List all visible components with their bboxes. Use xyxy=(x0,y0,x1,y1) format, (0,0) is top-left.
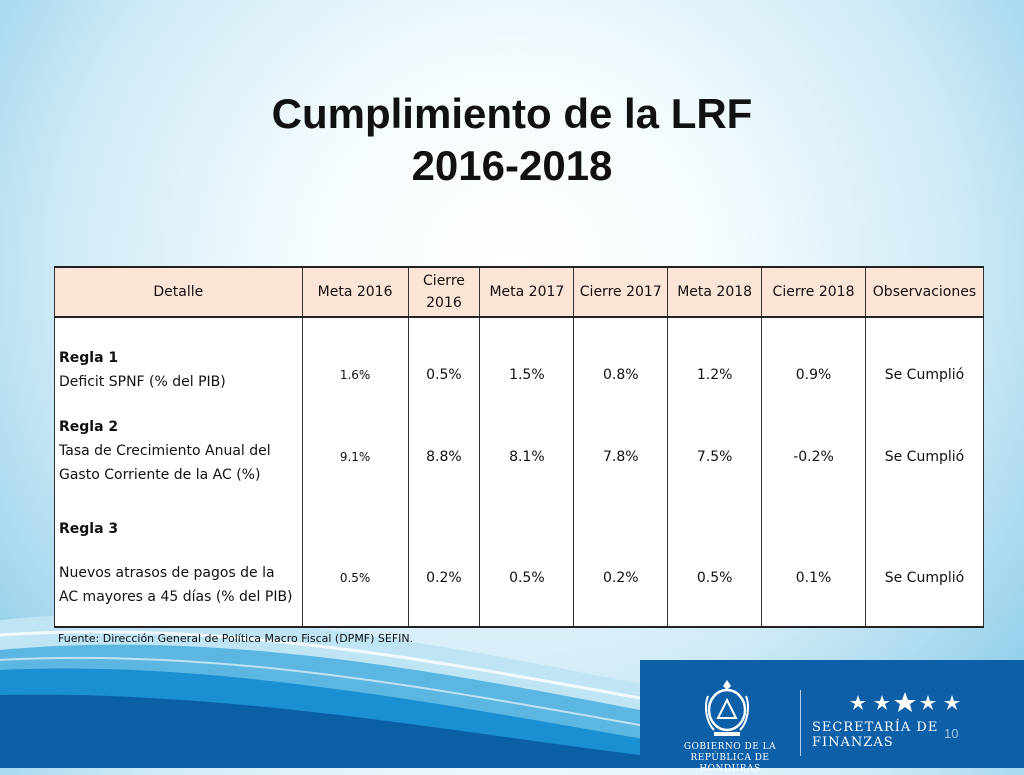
header-cierre-2016: Cierre 2016 xyxy=(407,266,481,318)
header-observaciones: Observaciones xyxy=(864,266,985,318)
cell-meta-2018: 0.5% xyxy=(667,499,763,628)
lrf-compliance-table: Detalle Meta 2016 Cierre 2016 Meta 2017 … xyxy=(54,266,985,628)
slide-title: Cumplimiento de la LRF 2016-2018 xyxy=(0,88,1024,192)
rule-description: Nuevos atrasos de pagos de la AC mayores… xyxy=(59,564,293,605)
cell-meta-2016: 1.6% xyxy=(301,317,409,403)
cell-cierre-2017: 7.8% xyxy=(573,403,669,499)
stars-icon xyxy=(850,692,960,712)
cell-observaciones: Se Cumplió xyxy=(864,403,985,499)
title-line-1: Cumplimiento de la LRF xyxy=(271,90,753,137)
header-meta-2017: Meta 2017 xyxy=(479,266,575,318)
header-cierre-2018: Cierre 2018 xyxy=(761,266,866,318)
gov-line-2: REPÚBLICA DE HONDURAS xyxy=(690,753,770,774)
cell-cierre-2017: 0.8% xyxy=(573,317,669,403)
row-detail: Regla 2 Tasa de Crecimiento Anual del Ga… xyxy=(54,403,303,499)
gov-line-1: GOBIERNO DE LA xyxy=(683,742,777,752)
page-number: 10 xyxy=(944,726,959,741)
rule-name: Regla 3 xyxy=(59,520,119,537)
cell-cierre-2016: 0.5% xyxy=(407,317,481,403)
cell-meta-2016: 9.1% xyxy=(301,403,409,499)
cell-observaciones: Se Cumplió xyxy=(864,499,985,628)
header-detalle: Detalle xyxy=(54,266,303,318)
cell-meta-2018: 1.2% xyxy=(667,317,763,403)
cell-meta-2017: 8.1% xyxy=(479,403,575,499)
cell-cierre-2018: 0.1% xyxy=(761,499,866,628)
cell-cierre-2018: -0.2% xyxy=(761,403,866,499)
cell-observaciones: Se Cumplió xyxy=(864,317,985,403)
table-row: Regla 3 Nuevos atrasos de pagos de la AC… xyxy=(54,499,985,628)
rule-description: Deficit SPNF (% del PIB) xyxy=(59,373,226,390)
row-detail: Regla 1 Deficit SPNF (% del PIB) xyxy=(54,317,303,403)
government-text: GOBIERNO DE LA REPÚBLICA DE HONDURAS xyxy=(660,742,800,775)
cell-cierre-2018: 0.9% xyxy=(761,317,866,403)
secretaria-text: SECRETARÍA DE FINANZAS xyxy=(812,720,939,750)
rule-name: Regla 2 xyxy=(59,419,119,435)
table-row: Regla 1 Deficit SPNF (% del PIB) 1.6% 0.… xyxy=(54,317,985,403)
table-header-row: Detalle Meta 2016 Cierre 2016 Meta 2017 … xyxy=(54,266,985,318)
rule-name: Regla 1 xyxy=(59,349,119,366)
rule-description: Tasa de Crecimiento Anual del Gasto Corr… xyxy=(59,443,271,483)
wave-background xyxy=(0,614,1024,768)
title-line-2: 2016-2018 xyxy=(411,142,613,189)
footer-divider xyxy=(800,690,801,756)
cell-meta-2017: 0.5% xyxy=(479,499,575,628)
cell-cierre-2016: 8.8% xyxy=(407,403,481,499)
coat-of-arms-icon xyxy=(705,680,749,736)
header-meta-2016: Meta 2016 xyxy=(301,266,409,318)
cell-cierre-2016: 0.2% xyxy=(407,499,481,628)
cell-meta-2016: 0.5% xyxy=(301,499,409,628)
table-row: Regla 2 Tasa de Crecimiento Anual del Ga… xyxy=(54,403,985,499)
source-note: Fuente: Dirección General de Política Ma… xyxy=(58,632,414,645)
header-meta-2018: Meta 2018 xyxy=(667,266,763,318)
cell-meta-2018: 7.5% xyxy=(667,403,763,499)
cell-cierre-2017: 0.2% xyxy=(573,499,669,628)
cell-meta-2017: 1.5% xyxy=(479,317,575,403)
header-cierre-2017: Cierre 2017 xyxy=(573,266,669,318)
row-detail: Regla 3 Nuevos atrasos de pagos de la AC… xyxy=(54,499,303,628)
